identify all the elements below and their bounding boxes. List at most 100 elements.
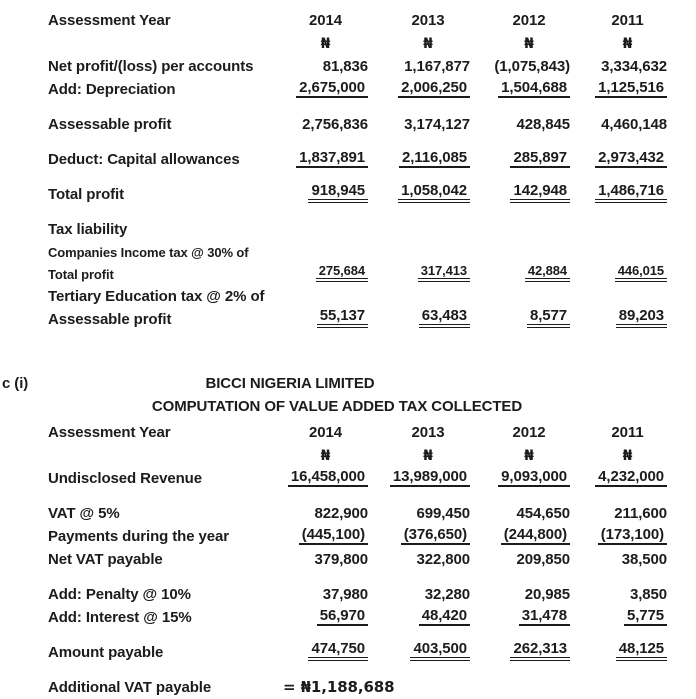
spacer-row [48, 568, 667, 580]
table-row: Assessable profit 55,137 63,483 8,577 89,203 [48, 305, 667, 328]
cell-value: 474,750 [265, 638, 368, 661]
table-row: Tertiary Education tax @ 2% of [48, 282, 667, 305]
row-label: Payments during the year [48, 528, 229, 545]
currency-cell: ₦ [368, 441, 470, 464]
cell-value: 48,420 [368, 603, 470, 626]
row-label: Amount payable [48, 644, 164, 661]
amount-text: 37,980 [322, 586, 368, 603]
cell-value: 16,458,000 [265, 464, 368, 487]
table-row: Companies Income tax @ 30% of [48, 238, 667, 260]
cell-value [470, 238, 570, 260]
cell-value: 275,684 [265, 260, 368, 282]
cell-value: 454,650 [470, 499, 570, 522]
cell-value: 55,137 [265, 305, 368, 328]
cell-value: 1,125,516 [570, 75, 667, 98]
naira-symbol: ₦ [320, 448, 331, 464]
cell-value: 322,800 [368, 545, 470, 568]
table-row: Assessable profit 2,756,836 3,174,127 428,8… [48, 110, 667, 133]
amount-text: 9,093,000 [498, 468, 570, 487]
cell-value: 3,174,127 [368, 110, 470, 133]
spacer-cell [48, 661, 667, 673]
currency-row: ₦ ₦ ₦ ₦ [48, 441, 667, 464]
spacer-row [48, 626, 667, 638]
year-header: 2011 [611, 12, 644, 29]
table-row: Tax liability [48, 215, 667, 238]
row-label: Companies Income tax @ 30% of [48, 245, 249, 260]
currency-cell: ₦ [265, 29, 368, 52]
cell-value: 3,850 [570, 580, 667, 603]
assessment-year-label: Assessment Year [48, 12, 171, 29]
table-row: Net VAT payable 379,800 322,800 209,850 38,5… [48, 545, 667, 568]
cell-value [265, 238, 368, 260]
cell-value: 262,313 [470, 638, 570, 661]
cell-value: 142,948 [470, 180, 570, 203]
amount-text: 20,985 [524, 586, 570, 603]
row-label: Undisclosed Revenue [48, 470, 202, 487]
cell-value [470, 215, 570, 238]
spacer-row [48, 661, 667, 673]
amount-text: 317,413 [417, 263, 470, 282]
amount-text: 16,458,000 [287, 468, 368, 487]
table-row: Net profit/(loss) per accounts 81,836 1,16… [48, 52, 667, 75]
cell-value: 5,775 [570, 603, 667, 626]
cell-value: (445,100) [265, 522, 368, 545]
naira-symbol: ₦ [524, 36, 534, 52]
amount-text: 1,837,891 [296, 149, 368, 168]
cell-value: 2,675,000 [265, 75, 368, 98]
amount-text: 699,450 [416, 505, 470, 522]
amount-text: 275,684 [315, 263, 368, 282]
amount-text: 209,850 [516, 551, 570, 568]
amount-text: 3,850 [629, 586, 667, 603]
table-row: Add: Depreciation 2,675,000 2,006,250 1,504… [48, 75, 667, 98]
cell-value: 56,970 [265, 603, 368, 626]
currency-cell: ₦ [470, 29, 570, 52]
cell-value: 822,900 [265, 499, 368, 522]
row-label: Net profit/(loss) per accounts [48, 58, 254, 75]
amount-text: 474,750 [308, 640, 368, 661]
amount-text: 1,167,877 [404, 58, 470, 75]
spacer-cell [48, 133, 667, 145]
amount-text: 13,989,000 [389, 468, 470, 487]
naira-symbol: ₦ [524, 448, 534, 464]
cell-value: (173,100) [570, 522, 667, 545]
currency-cell: ₦ [265, 441, 368, 464]
cell-value [570, 215, 667, 238]
amount-text: 4,460,148 [601, 116, 667, 133]
cell-value: 32,280 [368, 580, 470, 603]
cell-value: 63,483 [368, 305, 470, 328]
amount-text: 428,845 [516, 116, 570, 133]
amount-text: 454,650 [516, 505, 570, 522]
amount-text: 3,334,632 [601, 58, 667, 75]
amount-text: 1,486,716 [595, 182, 667, 203]
cell-value: 2,973,432 [570, 145, 667, 168]
section-head: c (i) BICCI NIGERIA LIMITED COMPUTATION … [0, 372, 696, 418]
amount-text: 918,945 [308, 182, 368, 203]
cell-value: 2,006,250 [368, 75, 470, 98]
year-header-row: Assessment Year 2014 2013 2012 2011 [48, 418, 667, 441]
currency-cell: ₦ [368, 29, 470, 52]
amount-text: 2,973,432 [595, 149, 667, 168]
amount-text: 822,900 [314, 505, 368, 522]
cell-value: 1,486,716 [570, 180, 667, 203]
cell-value [368, 238, 470, 260]
cell-value: 1,837,891 [265, 145, 368, 168]
naira-symbol: ₦ [320, 36, 331, 52]
cell-value: 42,884 [470, 260, 570, 282]
year-header: 2013 [411, 12, 445, 29]
company-title: BICCI NIGERIA LIMITED [205, 375, 375, 392]
spacer-row [48, 98, 667, 110]
spacer-row [48, 133, 667, 145]
cell-value: 2,756,836 [265, 110, 368, 133]
cell-value: 3,334,632 [570, 52, 667, 75]
amount-text: 403,500 [410, 640, 470, 661]
spacer-row [48, 203, 667, 215]
amount-text: 142,948 [510, 182, 570, 203]
table-row: Total profit 275,684 317,413 42,884 446,015 [48, 260, 667, 282]
amount-text: 2,675,000 [296, 79, 368, 98]
amount-text: (1,075,843) [494, 58, 570, 75]
spacer-row [48, 168, 667, 180]
currency-row: ₦ ₦ ₦ ₦ [48, 29, 667, 52]
row-label: Net VAT payable [48, 551, 163, 568]
cell-value [368, 215, 470, 238]
assessment-year-label: Assessment Year [48, 424, 171, 441]
